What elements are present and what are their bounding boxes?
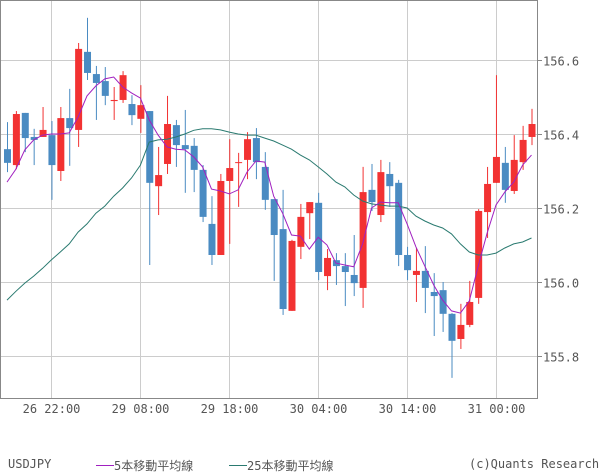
candle	[315, 192, 323, 281]
candle	[510, 135, 518, 194]
candle	[341, 253, 349, 307]
candle	[501, 146, 509, 203]
y-tick-label: 156.2	[543, 203, 579, 217]
candle	[270, 199, 278, 281]
candle	[412, 247, 420, 302]
x-tick-label: 29 18:00	[201, 402, 259, 416]
candle	[252, 128, 260, 180]
candle	[457, 303, 465, 349]
candle	[519, 125, 527, 170]
candle	[421, 246, 429, 314]
candle	[279, 189, 287, 315]
x-tick-label: 26 22:00	[23, 402, 81, 416]
candle	[172, 119, 180, 167]
candle	[208, 196, 216, 265]
candle	[395, 179, 403, 267]
candle	[4, 122, 11, 173]
ma5-swatch-icon	[96, 465, 114, 466]
candle	[324, 249, 332, 291]
candle	[235, 152, 243, 207]
candlestick-chart: 156.6 156.4 156.2 156.0 155.8 26 22:00 29 08:…	[0, 0, 579, 416]
candle	[288, 239, 296, 311]
candle	[297, 203, 305, 260]
candle	[128, 95, 136, 126]
candle	[226, 139, 234, 244]
candle	[484, 166, 492, 238]
candle	[164, 95, 172, 174]
candle	[137, 85, 145, 133]
candle	[492, 75, 500, 183]
y-tick-label: 156.6	[543, 55, 579, 69]
copyright: (c)Quants Research	[469, 457, 600, 471]
y-axis: 156.6 156.4 156.2 156.0 155.8	[537, 55, 579, 365]
x-tick-label: 31 00:00	[468, 402, 526, 416]
candle	[217, 173, 225, 255]
candle	[448, 313, 456, 378]
candle	[30, 128, 38, 166]
x-tick-label: 30 04:00	[290, 402, 348, 416]
x-tick-label: 29 08:00	[112, 402, 170, 416]
candle	[101, 67, 109, 106]
candle	[430, 273, 438, 337]
candle	[66, 88, 74, 166]
candle	[190, 138, 198, 193]
candle	[48, 121, 56, 200]
candle	[466, 280, 474, 328]
symbol-label: USDJPY	[8, 457, 52, 471]
legend-ma5: 5本移動平均線	[96, 457, 193, 474]
x-tick-label: 30 14:00	[379, 402, 437, 416]
legend-ma25: 25本移動平均線	[229, 457, 333, 474]
ma25-swatch-icon	[229, 465, 247, 466]
candle	[475, 209, 483, 304]
x-axis: 26 22:00 29 08:00 29 18:00 30 04:00 30 14:00…	[23, 402, 526, 416]
ma5-line	[6, 76, 532, 314]
candle	[92, 65, 100, 120]
candle	[377, 159, 385, 223]
candle	[199, 165, 207, 223]
candle	[404, 246, 412, 281]
ma25-label: 25本移動平均線	[247, 459, 334, 473]
candle	[21, 112, 29, 153]
candle	[146, 111, 154, 265]
candle	[12, 111, 20, 170]
candle	[155, 146, 163, 216]
candle	[332, 253, 340, 285]
candle	[39, 106, 47, 137]
legend: USDJPY 5本移動平均線 25本移動平均線 (c)Quants Resear…	[0, 457, 600, 475]
candle	[386, 162, 394, 207]
y-tick-label: 155.8	[543, 351, 579, 365]
candle	[439, 282, 447, 332]
candle	[84, 17, 92, 80]
candlestick-series	[4, 17, 536, 378]
candle	[528, 108, 536, 146]
y-tick-label: 156.0	[543, 277, 579, 291]
ma5-label: 5本移動平均線	[114, 459, 194, 473]
ma25-line	[6, 128, 532, 301]
candle	[359, 166, 367, 308]
candle	[57, 106, 65, 181]
candle	[368, 163, 376, 211]
candle	[75, 42, 83, 147]
y-tick-label: 156.4	[543, 129, 579, 143]
candle	[261, 152, 269, 210]
candle	[181, 109, 189, 193]
plot-frame	[0, 0, 538, 399]
candle	[110, 87, 118, 120]
candle	[306, 202, 314, 240]
